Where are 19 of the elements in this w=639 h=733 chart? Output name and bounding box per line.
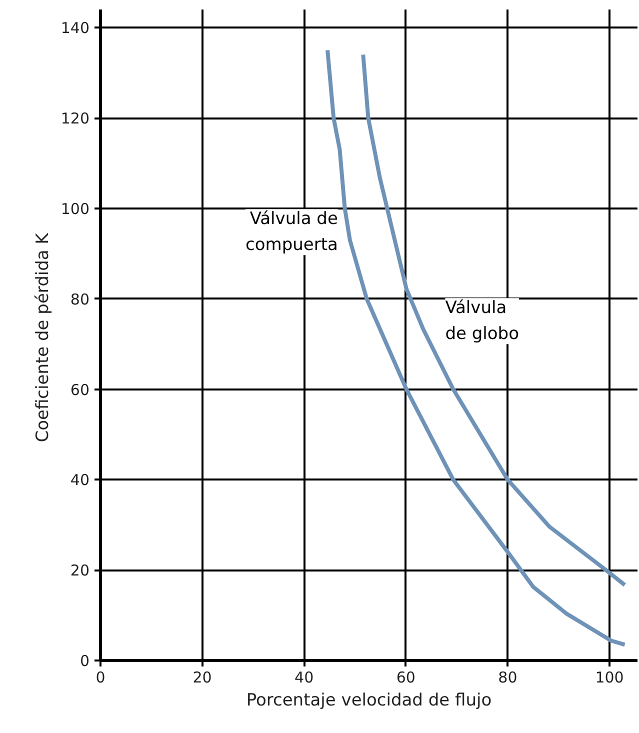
y-tick-label: 100: [60, 200, 90, 218]
y-tick-label: 20: [70, 562, 90, 580]
y-tick-label: 140: [60, 19, 90, 38]
y-tick-label: 0: [80, 652, 90, 670]
series-label: Válvula de globo: [445, 298, 519, 344]
x-axis-title: Porcentaje velocidad de flujo: [246, 690, 492, 710]
x-tick-label: 20: [192, 668, 212, 686]
x-tick-label: 100: [595, 668, 624, 686]
x-tick-label: 0: [96, 668, 106, 686]
x-tick-label: 40: [294, 668, 314, 686]
line-series: [361, 52, 627, 587]
y-tick-label: 60: [70, 380, 90, 399]
x-tick-label: 80: [498, 668, 518, 686]
y-axis-title: Coeficiente de pérdida K: [32, 232, 53, 442]
y-tick-label: 40: [70, 471, 90, 490]
y-tick-label: 120: [60, 110, 90, 128]
series-label: Válvula de compuerta: [246, 209, 338, 256]
x-tick-label: 60: [396, 668, 416, 686]
y-tick-label: 80: [70, 290, 90, 308]
